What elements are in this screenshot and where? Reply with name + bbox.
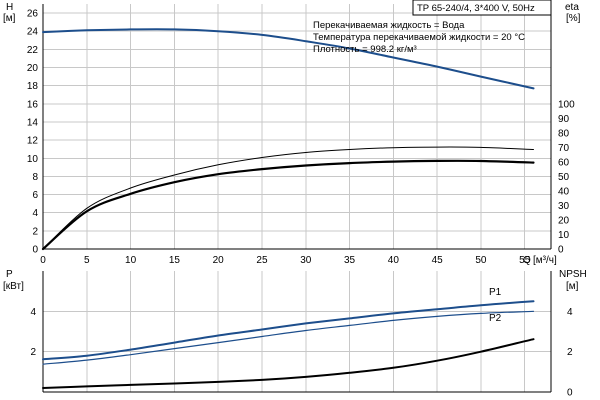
head-tick-label: 16 (27, 99, 39, 110)
title-box (412, 0, 552, 16)
eta-tick-label: 30 (558, 201, 570, 212)
eta-tick-label: 60 (558, 157, 570, 168)
npsh-tick-label: 4 (567, 307, 573, 318)
eta-tick-label: 0 (558, 245, 564, 256)
npsh-tick-label: 2 (567, 347, 573, 358)
chart-title: TP 65-240/4, 3*400 V, 50Hz (417, 3, 535, 14)
series-layer (41, 28, 535, 389)
power-tick-label: 4 (30, 307, 36, 318)
head-axis-symbol: H (6, 2, 13, 13)
q-axis-symbol: Q (523, 255, 531, 266)
power-tick-label: 2 (30, 347, 36, 358)
efficiency-curve-lower (41, 159, 535, 251)
p1-series-label: P1 (489, 287, 502, 298)
eta-tick-label: 100 (558, 99, 575, 110)
npsh-axis-symbol: NPSH (559, 269, 587, 280)
head-tick-label: 24 (27, 27, 39, 38)
info-temperature: Температура перекачиваемой жидкости = 20… (313, 32, 525, 43)
npsh-axis-unit: [м] (566, 281, 579, 292)
x-tick-label: 50 (475, 255, 487, 266)
x-tick-label: 5 (84, 255, 90, 266)
p2-curve (42, 310, 535, 365)
npsh-tick-label: 0 (567, 388, 573, 399)
power-axis-symbol: P (6, 269, 13, 280)
head-tick-label: 0 (32, 245, 38, 256)
x-tick-label: 55 (519, 255, 531, 266)
head-curve (42, 28, 535, 90)
labels-layer: 0 5 10 15 20 25 30 35 40 45 50 55024681012141618202… (27, 9, 575, 399)
p2-series-label: P2 (489, 313, 502, 324)
head-tick-label: 14 (27, 117, 39, 128)
eta-axis-symbol: eta (565, 2, 579, 13)
eta-tick-label: 10 (558, 230, 570, 241)
head-tick-label: 2 (32, 226, 38, 237)
x-tick-label: 45 (432, 255, 444, 266)
eta-axis-unit: [%] (566, 13, 581, 24)
axes-layer (42, 4, 552, 393)
eta-tick-label: 40 (558, 186, 570, 197)
head-tick-label: 22 (27, 45, 39, 56)
head-tick-label: 20 (27, 63, 39, 74)
eta-tick-label: 20 (558, 215, 570, 226)
power-axis-unit: [кВт] (3, 281, 24, 292)
head-tick-label: 10 (27, 154, 39, 165)
x-tick-label: 15 (169, 255, 181, 266)
npsh-curve (42, 338, 535, 389)
eta-tick-label: 50 (558, 172, 570, 183)
x-tick-label: 0 (40, 255, 46, 266)
eta-tick-label: 70 (558, 143, 570, 154)
efficiency-curve-upper (42, 146, 534, 250)
x-tick-label: 40 (388, 255, 400, 266)
x-tick-label: 25 (256, 255, 268, 266)
head-tick-label: 12 (27, 136, 39, 147)
info-liquid: Перекачиваемая жидкость = Вода (313, 20, 465, 31)
p1-curve (42, 300, 535, 361)
x-tick-label: 30 (300, 255, 312, 266)
x-tick-label: 20 (213, 255, 225, 266)
head-tick-label: 4 (32, 208, 38, 219)
head-tick-label: 8 (32, 172, 38, 183)
info-density: Плотность = 998.2 кг/м³ (313, 44, 417, 55)
q-axis-unit: [м³/ч] (533, 255, 557, 266)
head-tick-label: 26 (27, 9, 39, 20)
eta-tick-label: 90 (558, 114, 570, 125)
head-tick-label: 6 (32, 190, 38, 201)
head-axis-unit: [м] (3, 13, 16, 24)
x-tick-label: 10 (125, 255, 137, 266)
x-tick-label: 35 (344, 255, 356, 266)
eta-tick-label: 80 (558, 128, 570, 139)
head-tick-label: 18 (27, 81, 39, 92)
